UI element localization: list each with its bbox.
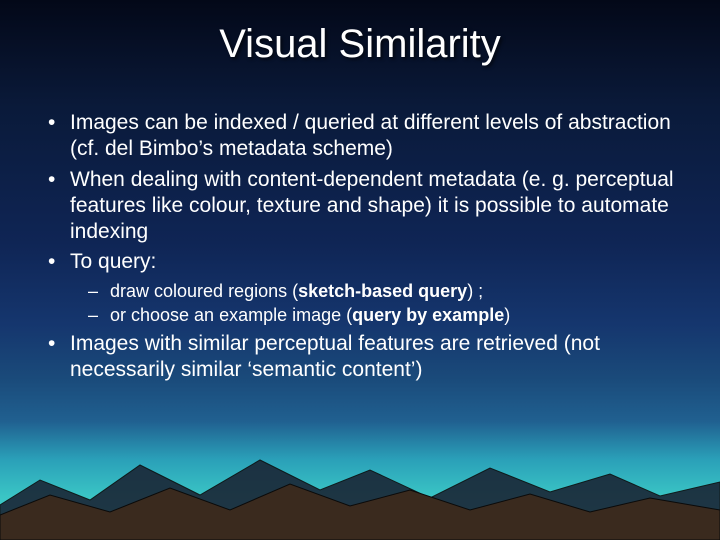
sub-bullet-marker-icon: – bbox=[88, 280, 110, 303]
sub-bullet-marker-icon: – bbox=[88, 304, 110, 327]
slide: Visual Similarity • Images can be indexe… bbox=[0, 0, 720, 540]
bullet-marker-icon: • bbox=[48, 331, 70, 357]
bullet-text: Images with similar perceptual features … bbox=[70, 331, 680, 384]
bullet-text: When dealing with content-dependent meta… bbox=[70, 167, 680, 246]
sub-bullet-text: draw coloured regions (sketch-based quer… bbox=[110, 280, 680, 303]
bullet-marker-icon: • bbox=[48, 249, 70, 275]
sub-bullet-text: or choose an example image (query by exa… bbox=[110, 304, 680, 327]
slide-body: • Images can be indexed / queried at dif… bbox=[48, 110, 680, 387]
slide-title: Visual Similarity bbox=[0, 22, 720, 67]
bullet-item: • Images can be indexed / queried at dif… bbox=[48, 110, 680, 163]
bullet-item: • When dealing with content-dependent me… bbox=[48, 167, 680, 246]
bullet-item: • To query: bbox=[48, 249, 680, 275]
mountain-decoration-icon bbox=[0, 410, 720, 540]
sub-bullet-item: – draw coloured regions (sketch-based qu… bbox=[88, 280, 680, 303]
bullet-text: Images can be indexed / queried at diffe… bbox=[70, 110, 680, 163]
sub-bullet-item: – or choose an example image (query by e… bbox=[88, 304, 680, 327]
bullet-marker-icon: • bbox=[48, 167, 70, 193]
bullet-text: To query: bbox=[70, 249, 680, 275]
bullet-item: • Images with similar perceptual feature… bbox=[48, 331, 680, 384]
bullet-marker-icon: • bbox=[48, 110, 70, 136]
